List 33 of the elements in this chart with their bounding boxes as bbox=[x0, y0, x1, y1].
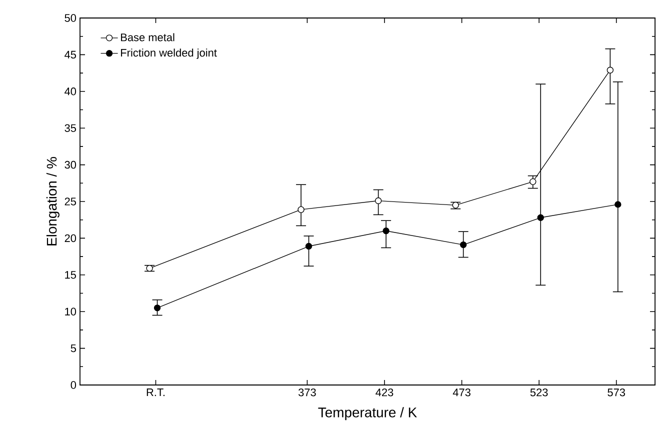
x-tick-label: 523 bbox=[530, 388, 548, 396]
x-tick-label: 423 bbox=[376, 388, 394, 396]
y-tick-label: 30 bbox=[64, 160, 76, 169]
point bbox=[537, 214, 544, 221]
legend-label: Base metal bbox=[121, 33, 174, 42]
point bbox=[530, 178, 536, 186]
y-tick-label: 15 bbox=[65, 271, 76, 279]
point bbox=[452, 202, 459, 209]
y-tick-label: 40 bbox=[64, 88, 76, 96]
x-tick-label: 573 bbox=[608, 388, 626, 396]
point bbox=[305, 242, 312, 250]
y-tick-label: 5 bbox=[70, 344, 76, 352]
point bbox=[374, 197, 382, 204]
point bbox=[606, 66, 614, 74]
point bbox=[154, 304, 161, 312]
y-tick-label: 10 bbox=[65, 308, 76, 316]
x-tick-label: R.T. bbox=[146, 388, 164, 396]
y-tick-label: 35 bbox=[64, 124, 76, 132]
x-axis-title: Temperature / K bbox=[318, 407, 417, 420]
y-tick-label: 50 bbox=[64, 14, 76, 22]
y-axis-title: Elongation / % bbox=[46, 157, 60, 246]
point bbox=[382, 228, 390, 234]
legend-label: Friction welded joint bbox=[121, 48, 217, 59]
point bbox=[146, 264, 153, 272]
point bbox=[298, 206, 304, 213]
y-tick-label: 45 bbox=[64, 50, 76, 59]
x-tick-label: 473 bbox=[452, 388, 470, 396]
x-tick-label: 373 bbox=[298, 388, 316, 396]
point bbox=[460, 241, 467, 248]
point bbox=[614, 201, 622, 208]
y-tick-label: 20 bbox=[64, 234, 76, 242]
y-tick-label: 25 bbox=[64, 198, 76, 206]
y-tick-label: 0 bbox=[70, 381, 76, 389]
